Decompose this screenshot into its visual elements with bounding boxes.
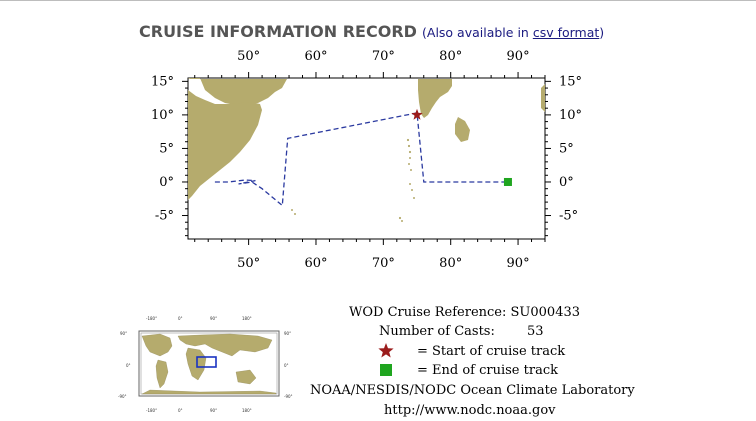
lat-label-left: 5°	[159, 141, 174, 156]
svg-text:90°: 90°	[120, 331, 127, 336]
lon-labels-top: 50° 60° 70° 80° 90°	[237, 49, 529, 64]
svg-text:0°: 0°	[284, 363, 289, 368]
start-marker	[411, 108, 423, 120]
lat-label-right: 10°	[559, 108, 582, 123]
lon-label-bottom: 70°	[372, 256, 395, 271]
land-east-edge	[541, 84, 545, 112]
svg-text:90°: 90°	[210, 316, 217, 321]
end-marker	[503, 177, 512, 186]
lon-label-bottom: 90°	[507, 256, 530, 271]
top-rule	[0, 0, 756, 1]
lat-label-left: 10°	[151, 108, 174, 123]
end-legend-label: = End of cruise track	[417, 363, 558, 378]
lat-labels-right: 15° 10° 5° 0° -5°	[559, 74, 582, 223]
availability-suffix: )	[599, 25, 605, 40]
svg-text:-180°: -180°	[146, 408, 157, 413]
wod-reference-label: WOD Cruise Reference:	[349, 305, 507, 320]
start-legend-label: = Start of cruise track	[417, 344, 566, 359]
lat-labels-left: 15° 10° 5° 0° -5°	[151, 74, 174, 223]
lon-label-top: 70°	[372, 49, 395, 64]
land-layer	[188, 78, 545, 222]
casts-label: Number of Casts:	[379, 324, 495, 339]
lat-label-right: -5°	[559, 209, 578, 224]
organization-label: NOAA/NESDIS/NODC Ocean Climate Laborator…	[310, 383, 635, 398]
website-url: http://www.nodc.noaa.gov	[384, 403, 556, 418]
lon-label-top: 90°	[507, 49, 530, 64]
graticule-ticks	[182, 72, 551, 245]
lon-label-bottom: 80°	[439, 256, 462, 271]
availability-prefix: (Also available in	[422, 25, 533, 40]
casts-value: 53	[527, 324, 544, 339]
lat-label-right: 0°	[559, 175, 574, 190]
availability-note: (Also available in csv format)	[422, 25, 604, 40]
lat-label-right: 5°	[559, 141, 574, 156]
legend-start-star-icon	[378, 343, 394, 358]
csv-format-link[interactable]: csv format	[532, 25, 600, 40]
svg-text:-90°: -90°	[284, 394, 293, 399]
svg-text:180°: 180°	[242, 408, 252, 413]
svg-text:90°: 90°	[284, 331, 291, 336]
overview-land	[141, 333, 277, 395]
land-sri-lanka	[455, 117, 470, 142]
land-somalia	[188, 90, 262, 200]
lon-label-top: 60°	[304, 49, 327, 64]
legend-end-square-icon	[380, 364, 392, 376]
world-overview-map: -180° 0° 90° 180° -180° 0° 90° 180° 90°0°-90° …	[118, 316, 293, 413]
header-inner: CRUISE INFORMATION RECORD (Also availabl…	[139, 22, 604, 41]
islands	[291, 138, 415, 222]
lon-label-bottom: 50°	[237, 256, 260, 271]
lon-label-top: 50°	[237, 49, 260, 64]
wod-reference: WOD Cruise Reference: SU000433	[349, 305, 580, 320]
overview-region-box	[196, 356, 217, 368]
svg-text:90°: 90°	[210, 408, 217, 413]
svg-text:180°: 180°	[242, 316, 252, 321]
svg-text:0°: 0°	[126, 363, 131, 368]
lon-label-bottom: 60°	[304, 256, 327, 271]
land-arabia	[188, 78, 287, 106]
lat-label-right: 15°	[559, 74, 582, 89]
svg-text:-180°: -180°	[146, 316, 157, 321]
lon-label-top: 80°	[439, 49, 462, 64]
svg-text:0°: 0°	[178, 316, 183, 321]
lat-label-left: -5°	[155, 209, 174, 224]
main-map: 50° 60° 70° 80° 90° 50° 60° 70° 80° 90° 15° 10° 5°…	[151, 49, 582, 271]
cruise-track	[214, 112, 508, 207]
svg-text:-90°: -90°	[118, 394, 127, 399]
land-india	[418, 79, 452, 118]
page-title: CRUISE INFORMATION RECORD	[139, 22, 417, 41]
overview-labels: -180° 0° 90° 180° -180° 0° 90° 180° 90°0°-90° …	[118, 316, 293, 413]
svg-text:0°: 0°	[178, 408, 183, 413]
lat-label-left: 15°	[151, 74, 174, 89]
lon-labels-bottom: 50° 60° 70° 80° 90°	[237, 256, 529, 271]
lat-label-left: 0°	[159, 175, 174, 190]
wod-reference-value: SU000433	[510, 305, 581, 320]
